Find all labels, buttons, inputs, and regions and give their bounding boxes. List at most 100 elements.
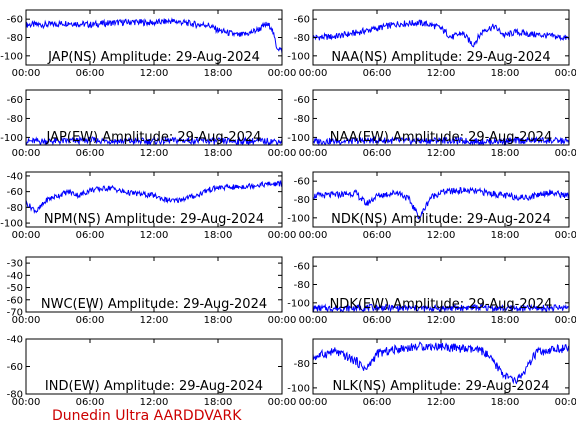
chart-panel-6: 00:00 06:00 12:00 18:00 00:00 -100 -80 -60 NDK(N… bbox=[287, 171, 576, 241]
x-tick-label: 06:00 bbox=[363, 315, 392, 326]
x-tick-label: 18:00 bbox=[491, 148, 520, 159]
amplitude-trace bbox=[25, 179, 283, 215]
x-tick-label: 18:00 bbox=[204, 148, 233, 159]
y-tick-label: -70 bbox=[7, 308, 23, 319]
x-tick-label: 00:00 bbox=[268, 397, 297, 408]
x-tick-label: 06:00 bbox=[76, 315, 105, 326]
y-tick-label: -100 bbox=[287, 133, 310, 144]
y-tick-label: -100 bbox=[287, 298, 310, 309]
x-tick-label: 18:00 bbox=[491, 68, 520, 79]
chart-panel-7: 00:00 06:00 12:00 18:00 00:00-70-60-50-40-30… bbox=[7, 256, 297, 326]
panel-title: JAP(NS) Amplitude: 29-Aug-2024 bbox=[47, 50, 260, 65]
y-tick-label: -60 bbox=[294, 177, 310, 188]
y-tick-label: -60 bbox=[7, 362, 23, 373]
amplitude-trace bbox=[312, 186, 570, 220]
chart-panel-5: 00:00 06:00 12:00 18:00 00:00-100-80-60-40NP… bbox=[0, 171, 296, 241]
x-tick-label: 00:00 bbox=[268, 148, 297, 159]
y-tick-label: -100 bbox=[0, 133, 23, 144]
x-tick-label: 12:00 bbox=[427, 315, 456, 326]
x-tick-label: 18:00 bbox=[204, 397, 233, 408]
x-tick-label: 00:00 bbox=[12, 230, 41, 241]
x-tick-label: 06:00 bbox=[363, 148, 392, 159]
y-tick-label: -80 bbox=[294, 359, 310, 370]
y-tick-label: -60 bbox=[7, 15, 23, 26]
x-tick-label: 00:00 bbox=[299, 397, 328, 408]
x-tick-label: 00:00 bbox=[299, 315, 328, 326]
panel-title: NDK(NS) Amplitude: 29-Aug-2024 bbox=[331, 212, 551, 227]
x-tick-label: 18:00 bbox=[491, 230, 520, 241]
panel-title: IND(EW) Amplitude: 29-Aug-2024 bbox=[45, 379, 263, 394]
y-tick-label: -80 bbox=[294, 195, 310, 206]
x-tick-label: 00:00 bbox=[555, 230, 576, 241]
x-tick-label: 00:00 bbox=[268, 68, 297, 79]
x-tick-label: 00:00 bbox=[555, 68, 576, 79]
amplitude-trace bbox=[312, 303, 570, 313]
panel-title: NLK(NS) Amplitude: 29-Aug-2024 bbox=[333, 379, 550, 394]
y-tick-label: -60 bbox=[294, 15, 310, 26]
x-tick-label: 12:00 bbox=[140, 397, 169, 408]
x-tick-label: 06:00 bbox=[363, 68, 392, 79]
chart-panel-1: 00:00 06:00 12:00 18:00 00:00 -100 -80 -60 JAP(N… bbox=[0, 9, 297, 79]
x-tick-label: 12:00 bbox=[140, 68, 169, 79]
panel-title: NAA(EW) Amplitude: 29-Aug-2024 bbox=[330, 130, 552, 145]
y-tick-label: -80 bbox=[294, 280, 310, 291]
x-tick-label: 00:00 bbox=[12, 148, 41, 159]
x-tick-label: 12:00 bbox=[140, 315, 169, 326]
y-tick-label: -80 bbox=[7, 114, 23, 125]
x-tick-label: 00:00 bbox=[12, 68, 41, 79]
x-tick-label: 12:00 bbox=[427, 397, 456, 408]
x-tick-label: 00:00 bbox=[299, 68, 328, 79]
x-tick-label: 12:00 bbox=[140, 230, 169, 241]
x-tick-label: 06:00 bbox=[76, 68, 105, 79]
y-tick-label: -40 bbox=[7, 171, 23, 182]
chart-panel-8: 00:00 06:00 12:00 18:00 00:00 -100 -80 -60 NDK(E… bbox=[287, 256, 576, 326]
y-tick-label: -60 bbox=[294, 262, 310, 273]
y-tick-label: -60 bbox=[7, 187, 23, 198]
y-tick-label: -30 bbox=[7, 259, 23, 270]
y-tick-label: -60 bbox=[7, 295, 23, 306]
x-tick-label: 12:00 bbox=[427, 68, 456, 79]
y-tick-label: -50 bbox=[7, 283, 23, 294]
x-tick-label: 00:00 bbox=[555, 397, 576, 408]
x-tick-label: 00:00 bbox=[555, 315, 576, 326]
footer-credit: Dunedin Ultra AARDDVARK bbox=[52, 408, 242, 424]
x-tick-label: 12:00 bbox=[427, 230, 456, 241]
y-tick-label: -100 bbox=[287, 51, 310, 62]
chart-panel-4: 00:00 06:00 12:00 18:00 00:00 -100 -80 -60 NAA(E… bbox=[287, 89, 576, 159]
chart-panel-2: 00:00 06:00 12:00 18:00 00:00 -100 -80 -60 NAA(N… bbox=[287, 9, 576, 79]
y-tick-label: -100 bbox=[0, 219, 23, 230]
y-tick-label: -100 bbox=[287, 213, 310, 224]
x-tick-label: 18:00 bbox=[491, 397, 520, 408]
y-tick-label: -80 bbox=[294, 33, 310, 44]
x-tick-label: 06:00 bbox=[76, 230, 105, 241]
amplitude-trace bbox=[25, 17, 283, 54]
x-tick-label: 00:00 bbox=[268, 315, 297, 326]
y-tick-label: -80 bbox=[294, 114, 310, 125]
x-tick-label: 18:00 bbox=[204, 315, 233, 326]
x-tick-label: 06:00 bbox=[76, 397, 105, 408]
y-tick-label: -100 bbox=[0, 51, 23, 62]
x-tick-label: 00:00 bbox=[299, 148, 328, 159]
chart-panel-3: 00:00 06:00 12:00 18:00 00:00 -100 -80 -60 JAP(E… bbox=[0, 89, 297, 159]
x-tick-label: 12:00 bbox=[140, 148, 169, 159]
panel-title: NWC(EW) Amplitude: 29-Aug-2024 bbox=[41, 297, 267, 312]
x-tick-label: 00:00 bbox=[555, 148, 576, 159]
chart-panel-9: 00:00 06:00 12:00 18:00 00:00-80-60-40IND(EW… bbox=[7, 335, 297, 409]
x-tick-label: 06:00 bbox=[363, 230, 392, 241]
y-tick-label: -60 bbox=[294, 95, 310, 106]
panel-title: NAA(NS) Amplitude: 29-Aug-2024 bbox=[331, 50, 550, 65]
amplitude-trace bbox=[312, 19, 570, 48]
y-tick-label: -40 bbox=[7, 335, 23, 346]
y-tick-label: -80 bbox=[7, 203, 23, 214]
panel-title: NDK(EW) Amplitude: 29-Aug-2024 bbox=[330, 297, 553, 312]
x-tick-label: 00:00 bbox=[12, 397, 41, 408]
x-tick-label: 18:00 bbox=[204, 230, 233, 241]
amplitude-trace bbox=[25, 135, 283, 147]
y-tick-label: -60 bbox=[7, 95, 23, 106]
x-tick-label: 06:00 bbox=[363, 397, 392, 408]
x-tick-label: 00:00 bbox=[299, 230, 328, 241]
x-tick-label: 00:00 bbox=[268, 230, 297, 241]
amplitude-trace bbox=[312, 341, 570, 385]
x-tick-label: 00:00 bbox=[12, 315, 41, 326]
